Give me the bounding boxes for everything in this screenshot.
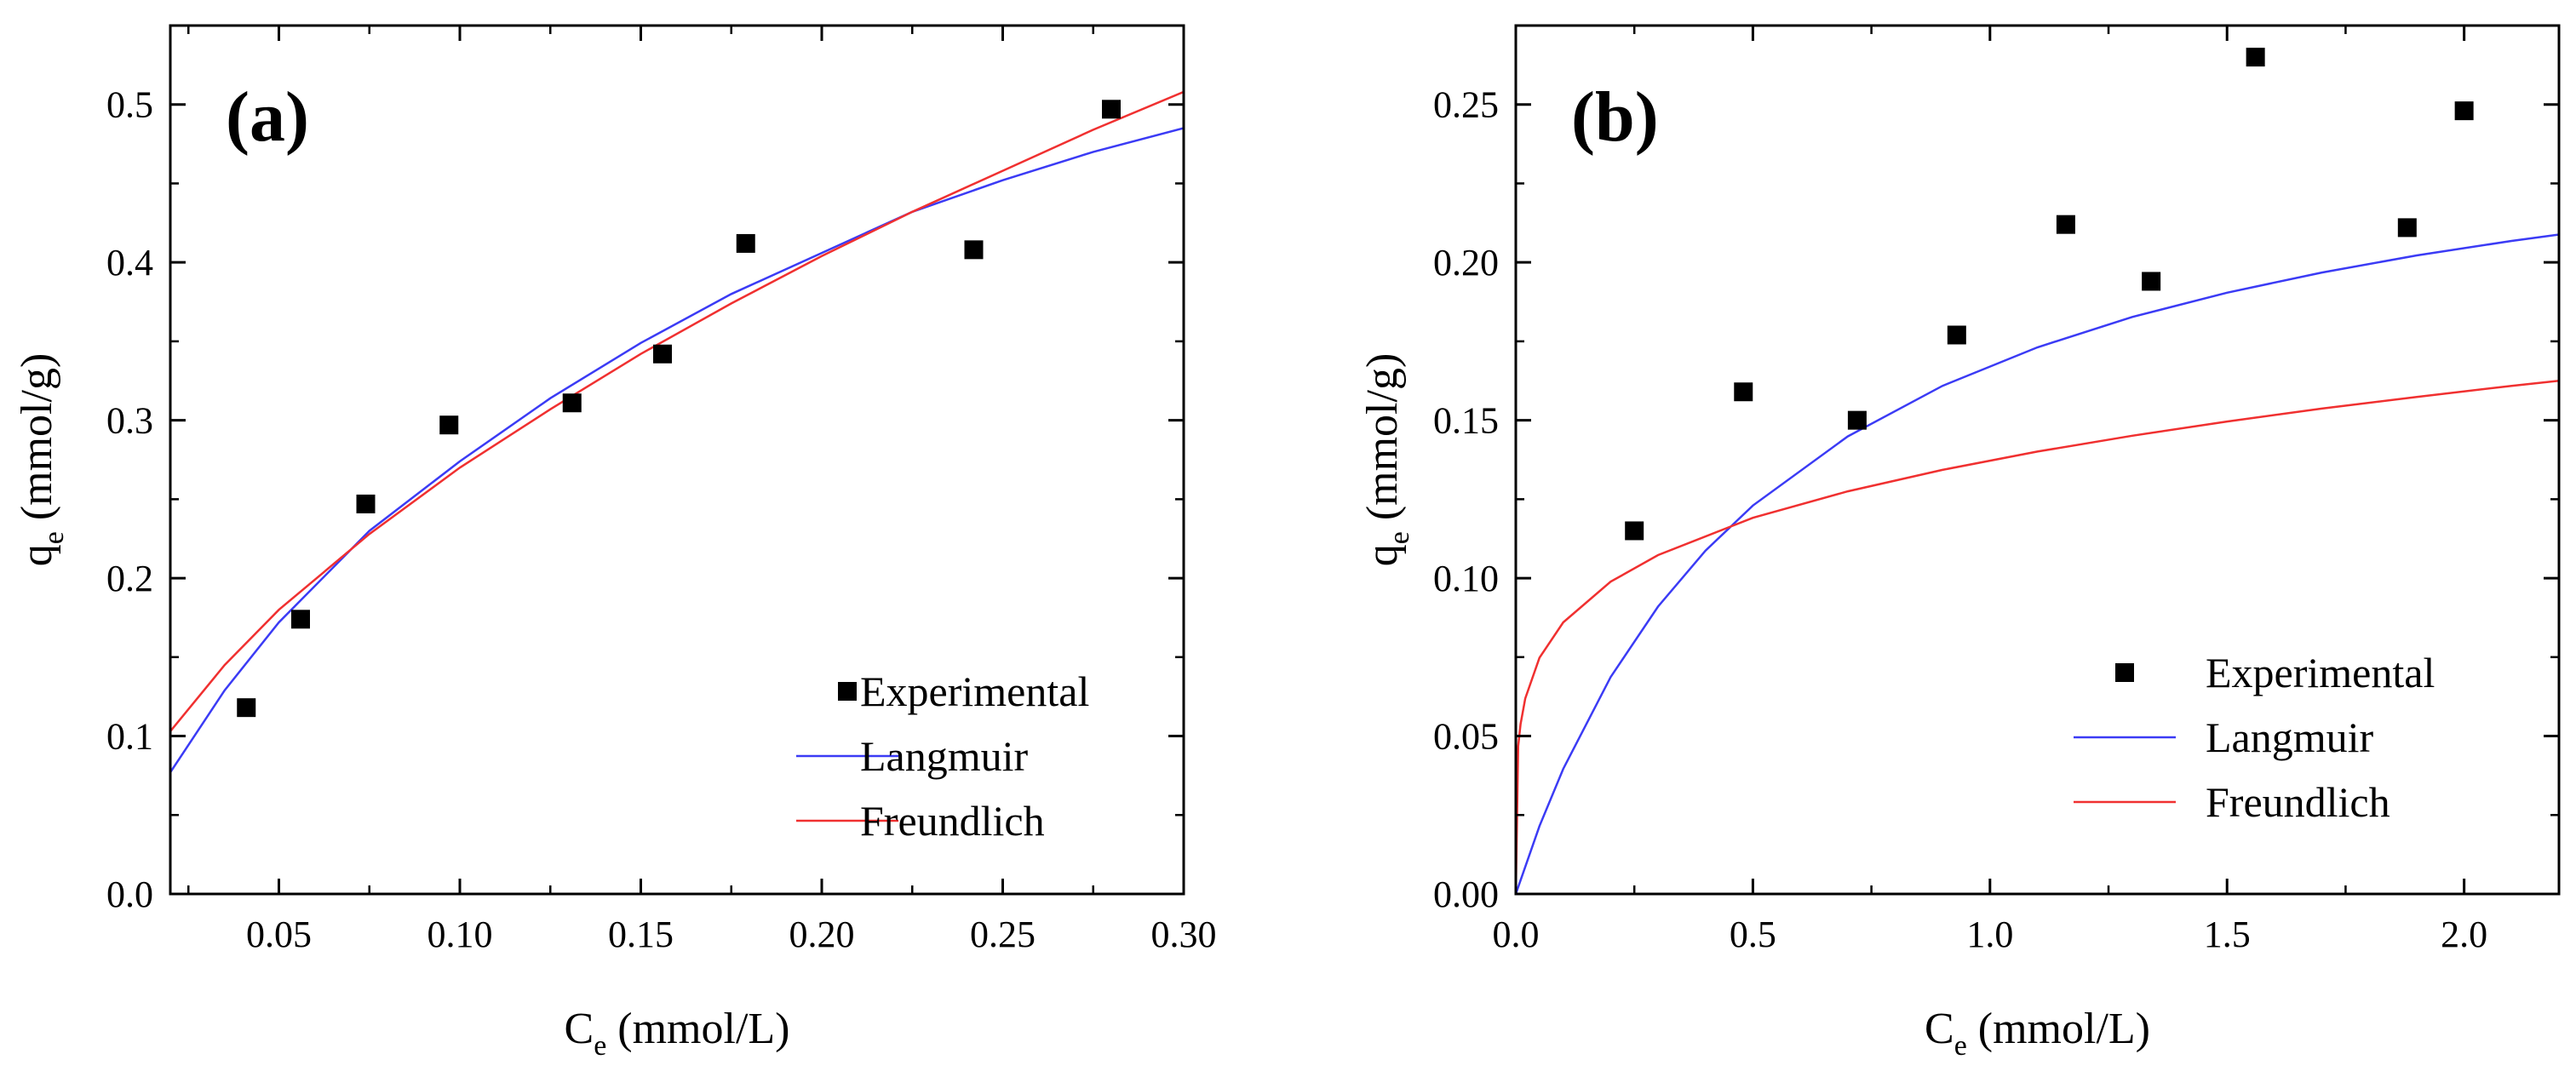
data-point-9 bbox=[2454, 101, 2474, 121]
data-point-2 bbox=[1734, 382, 1753, 402]
panel-b: 0.0 0.5 1.0 1.5 2.0 0.00 0.05 0.10 0.15 0.20 0.25 C… bbox=[1358, 24, 2561, 1062]
y-tick-label: 0.25 bbox=[1433, 84, 1499, 126]
x-tick-label: 0.05 bbox=[246, 914, 312, 955]
data-point-1 bbox=[237, 698, 256, 718]
data-point-8 bbox=[2397, 218, 2417, 238]
x-tick-label: 1.0 bbox=[1966, 914, 2013, 955]
panel-a: 0.05 0.10 0.15 0.20 0.25 0.30 0.0 0.1 0.2 0.3 0.4 0… bbox=[13, 24, 1217, 1062]
x-tick-label: 0.0 bbox=[1493, 914, 1540, 955]
y-tick-label: 0.20 bbox=[1433, 242, 1499, 284]
x-axis-label: Ce (mmol/L) bbox=[565, 1005, 790, 1062]
plot-frame bbox=[1514, 24, 2561, 896]
y-tick-label: 0.10 bbox=[1433, 558, 1499, 599]
x-tick-label: 0.30 bbox=[1151, 914, 1217, 955]
data-point-5 bbox=[2056, 215, 2075, 234]
y-tick-label: 0.3 bbox=[106, 400, 153, 442]
y-tick-label: 0.0 bbox=[106, 874, 153, 915]
legend-marker-experimental bbox=[838, 682, 857, 701]
y-tick-label: 0.2 bbox=[106, 558, 153, 599]
data-point-7 bbox=[2246, 48, 2265, 67]
panel-label: (b) bbox=[1571, 77, 1659, 157]
legend-label-langmuir: Langmuir bbox=[2206, 713, 2374, 761]
legend-label-langmuir: Langmuir bbox=[860, 732, 1029, 780]
plot-frame bbox=[169, 24, 1185, 896]
legend-label-freundlich: Freundlich bbox=[860, 797, 1045, 845]
data-point-3 bbox=[1847, 410, 1867, 430]
data-point-6 bbox=[2142, 272, 2161, 291]
x-tick-label: 0.10 bbox=[427, 914, 493, 955]
y-tick-label: 0.15 bbox=[1433, 400, 1499, 442]
data-point-6 bbox=[653, 344, 672, 364]
legend-label-experimental: Experimental bbox=[860, 667, 1089, 715]
x-axis-label: Ce (mmol/L) bbox=[1925, 1005, 2150, 1062]
data-point-5 bbox=[562, 393, 582, 413]
data-point-7 bbox=[736, 233, 755, 253]
series-langmuir-line bbox=[170, 127, 1184, 773]
y-axis-label: qe (mmol/g) bbox=[13, 353, 70, 567]
panel-label: (a) bbox=[226, 77, 309, 157]
series-freundlich-line bbox=[1516, 380, 2559, 894]
data-point-2 bbox=[291, 610, 310, 629]
x-tick-label: 0.25 bbox=[970, 914, 1036, 955]
series-langmuir-line bbox=[1516, 233, 2559, 894]
y-tick-label: 0.4 bbox=[106, 242, 153, 284]
y-axis-label: qe (mmol/g) bbox=[1358, 353, 1415, 567]
data-point-4 bbox=[1947, 325, 1966, 345]
x-tick-label: 0.5 bbox=[1730, 914, 1776, 955]
x-tick-label: 2.0 bbox=[2441, 914, 2487, 955]
y-tick-label: 0.00 bbox=[1433, 874, 1499, 915]
data-point-4 bbox=[439, 415, 459, 435]
y-tick-label: 0.5 bbox=[106, 84, 153, 126]
legend: Experimental Langmuir Freundlich bbox=[2074, 649, 2435, 826]
legend: Experimental Langmuir Freundlich bbox=[796, 667, 1089, 845]
x-tick-label: 0.20 bbox=[789, 914, 855, 955]
y-tick-label: 0.05 bbox=[1433, 716, 1499, 758]
data-point-3 bbox=[356, 494, 376, 513]
legend-label-freundlich: Freundlich bbox=[2206, 778, 2390, 826]
data-point-8 bbox=[964, 240, 984, 260]
y-tick-label: 0.1 bbox=[106, 716, 153, 758]
x-tick-label: 0.15 bbox=[608, 914, 674, 955]
legend-marker-experimental bbox=[2115, 663, 2134, 682]
series-freundlich-line bbox=[170, 90, 1184, 732]
legend-label-experimental: Experimental bbox=[2206, 649, 2435, 696]
data-point-1 bbox=[1625, 521, 1644, 541]
x-tick-label: 1.5 bbox=[2204, 914, 2251, 955]
data-point-9 bbox=[1102, 100, 1121, 119]
